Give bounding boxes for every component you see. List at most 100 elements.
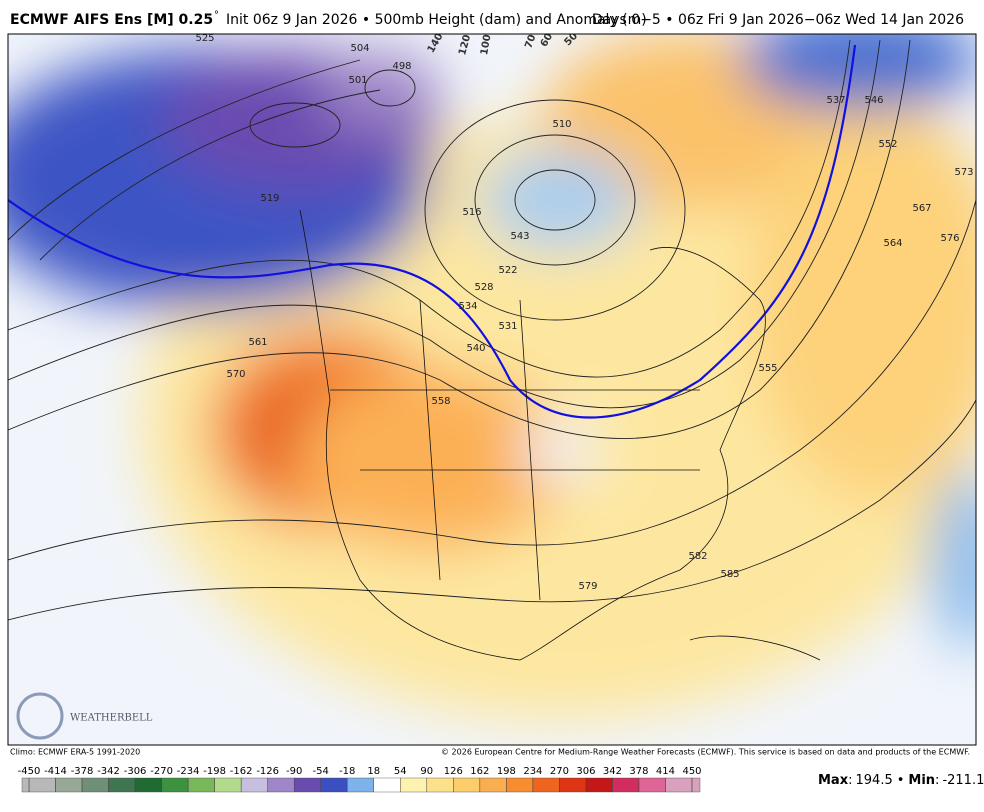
colorbar-end [21,777,30,793]
contour-label: 582 [688,551,707,562]
colorbar-swatch [108,777,136,793]
stats: Max: 194.5 • Min: -211.1 [818,773,984,788]
colorbar-swatch [267,777,295,793]
colorbar-tick-label: 90 [420,766,433,777]
contour-label: 555 [758,363,777,374]
colorbar-tick-label: -198 [203,766,226,777]
colorbar-swatch [347,777,374,793]
colorbar-swatch [28,777,56,793]
contour-label: 570 [226,369,245,380]
contour-label: 573 [954,167,973,178]
colorbar-swatch [559,777,587,793]
contour-label: 540 [466,343,485,354]
colorbar-swatch [506,777,534,793]
colorbar-tick-label: 18 [367,766,380,777]
contour-label: 579 [578,581,597,592]
colorbar-swatch [294,777,321,793]
colorbar-swatch [187,777,215,793]
stats-part: Max [818,773,849,788]
colorbar-end [691,777,701,793]
colorbar-tick-label: 450 [682,766,701,777]
colorbar-tick-label: -306 [124,766,147,777]
colorbar-swatch [426,777,454,793]
stats-part: • [897,773,905,788]
contour-label: 516 [462,207,481,218]
map: 140°W 120°W 100°W 70°W60°W 50°W 525504501498… [8,33,976,745]
contour-label: 537 [826,95,845,106]
colorbar-tick-label: -162 [230,766,253,777]
colorbar-swatch [240,777,268,793]
contour-label: 522 [498,265,517,276]
contour-label: 561 [248,337,267,348]
model-title: ECMWF AIFS Ens [M] 0.25 [10,12,213,28]
height-contours [8,39,976,621]
colorbar-tick-label: -270 [150,766,173,777]
colorbar-tick-label: 306 [576,766,595,777]
colorbar-swatch [638,777,666,793]
copyright: © 2026 European Centre for Medium-Range … [441,748,970,757]
colorbar-tick-label: 234 [523,766,542,777]
colorbar-tick-label: 162 [470,766,489,777]
colorbar-swatch [479,777,507,793]
contour-label: 510 [552,119,571,130]
stats-part: Min [908,773,935,788]
contour-label: 558 [431,396,450,407]
map-frame [7,33,977,746]
stats-part: : [935,773,939,788]
contour-label: 564 [883,238,902,249]
colorbar-tick-label: 414 [656,766,675,777]
colorbar-tick-label: -450 [18,766,41,777]
subtitle: Init 06z 9 Jan 2026 • 500mb Height (dam)… [226,12,647,28]
degree: ° [214,10,219,21]
contour-label: 498 [392,61,411,72]
colorbar-tick-label: 198 [497,766,516,777]
contour-label: 534 [458,301,477,312]
colorbar-swatch [134,777,162,793]
colorbar-tick-label: -90 [286,766,302,777]
contour-540 [8,44,857,419]
logo: WEATHERBELL [16,692,153,740]
colorbar-swatch [320,777,348,793]
colorbar-tick-label: 342 [603,766,622,777]
colorbar-tick-label: -342 [97,766,120,777]
colorbar-swatch [214,777,242,793]
colorbar: -450 -414 -378 -342 -306 -270 -234 -198 -162 -126… [18,766,702,793]
colorbar-swatch [453,777,481,793]
contour-label: 525 [195,33,214,44]
header: ECMWF AIFS Ens [M] 0.25 ° Init 06z 9 Jan… [10,10,964,28]
anomaly-field [8,34,976,720]
colorbar-swatch [373,777,401,793]
logo-text: WEATHERBELL [70,713,153,724]
contour-label: 543 [510,231,529,242]
colorbar-swatch [400,777,427,793]
contour-label: 519 [260,193,279,204]
colorbar-swatch [532,777,560,793]
contour-label: 546 [864,95,883,106]
stats-part: -211.1 [942,773,984,788]
colorbar-swatch [665,777,693,793]
contour-label: 528 [474,282,493,293]
climo-note: Climo: ECMWF ERA-5 1991-2020 [10,748,140,757]
colorbar-tick-label: 126 [444,766,463,777]
colorbar-tick-label: 54 [394,766,407,777]
colorbar-tick-label: 270 [550,766,569,777]
contour-label: 552 [878,139,897,150]
colorbar-tick-label: -18 [339,766,355,777]
coastlines [299,209,821,661]
colorbar-tick-label: 378 [629,766,648,777]
colorbar-tick-label: -234 [177,766,200,777]
contour-label: 501 [348,75,367,86]
stats-part: 194.5 [856,773,893,788]
stats-text: Max: 194.5 • Min: -211.1 [818,773,984,788]
contour-labels: 525 504 501 498 519 510 516 543 537 546 552 573 567 5… [195,33,973,592]
contour-label: 585 [720,569,739,580]
colorbar-tick-label: -378 [71,766,94,777]
stats-part: : [848,773,852,788]
colorbar-swatch [55,777,83,793]
colorbar-swatch [161,777,189,793]
period: Days 0−5 • 06z Fri 9 Jan 2026−06z Wed 14… [592,12,964,28]
colorbar-tick-label: -54 [313,766,329,777]
colorbar-swatch [81,777,109,793]
contour-label: 504 [350,43,369,54]
